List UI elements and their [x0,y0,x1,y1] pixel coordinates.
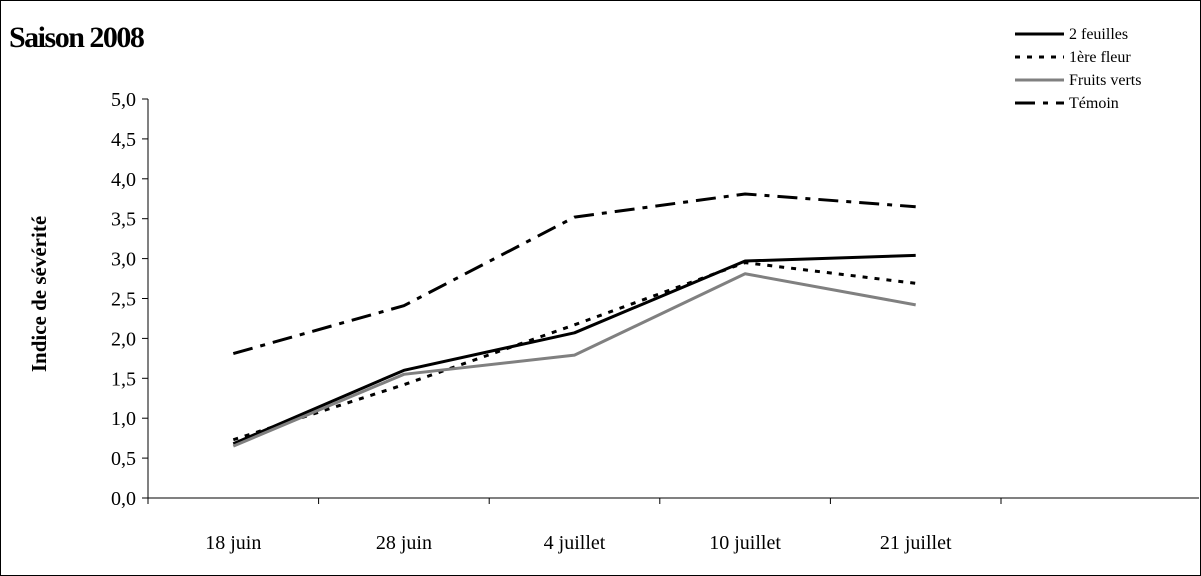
y-tick-label: 0,5 [111,448,136,470]
y-tick-label: 2,0 [111,328,136,350]
series-line-t-moin [232,192,916,356]
series-line-2-feuilles [232,253,916,446]
y-tick-label: 2,5 [111,289,136,311]
x-tick-label: 18 juin [205,532,261,554]
legend-label: 2 feuilles [1069,26,1128,43]
y-tick-label: 3,0 [111,249,136,271]
legend: 2 feuilles 1ère fleur Fruits verts Témoin [1015,26,1141,112]
x-tick-label: 28 juin [376,532,432,554]
y-tick-label: 3,5 [111,209,136,231]
series-lines [232,192,916,448]
y-tick-label: 1,0 [111,408,136,430]
y-tick-label: 0,0 [111,488,136,510]
series-line-1-re-fleur [232,261,916,442]
chart-title: Saison 2008 [9,21,145,54]
tick-labels: 0,0 0,5 1,0 1,5 2,0 2,5 3,0 3,5 4,0 4,5 5,0 18 juin… [111,89,952,554]
y-tick-label: 1,5 [111,368,136,390]
series-line-fruits-verts [232,272,916,448]
y-tick-label: 4,5 [111,129,136,151]
y-tick-label: 5,0 [111,89,136,111]
x-tick-label: 21 juillet [880,532,952,554]
legend-label: 1ère fleur [1069,49,1131,66]
x-tick-label: 10 juillet [709,532,781,554]
x-tick-label: 4 juillet [544,532,606,554]
y-tick-label: 4,0 [111,169,136,191]
legend-label: Fruits verts [1069,72,1141,89]
axes [142,98,1199,504]
y-axis-title: Indice de sévérité [27,216,51,372]
legend-label: Témoin [1069,95,1119,112]
